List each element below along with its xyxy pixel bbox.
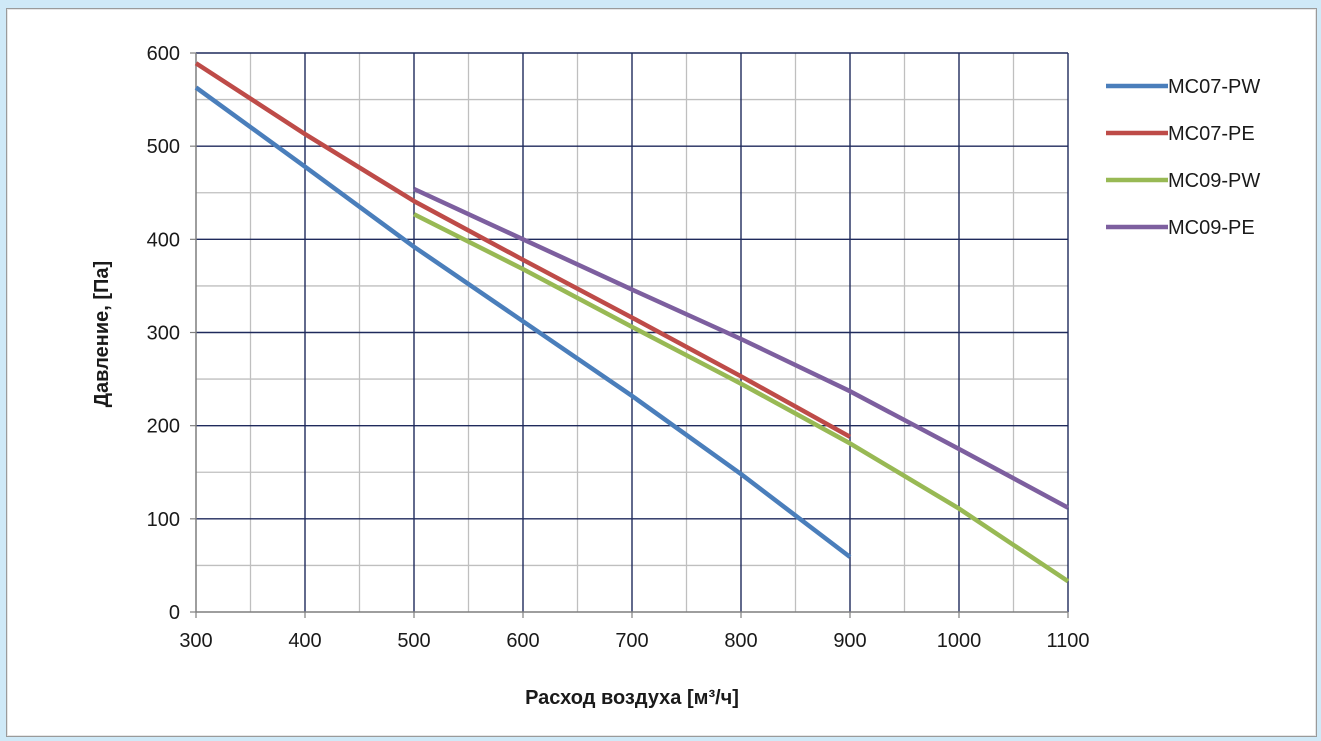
major-gridlines <box>196 52 1069 612</box>
series-lines <box>194 61 1070 584</box>
y-tick-label: 400 <box>147 229 180 251</box>
legend-label: MC07-PW <box>1168 76 1260 98</box>
y-tick-label: 600 <box>147 43 180 65</box>
legend-label: MC09-PE <box>1168 217 1255 239</box>
chart-frame <box>6 8 1317 737</box>
legend: MC07-PW MC07-PE MC09-PW MC09-PE <box>1106 76 1260 239</box>
x-tick-label: 1100 <box>1046 630 1089 652</box>
series-line-mc07-pw <box>194 85 852 559</box>
series-line-mc09-pe <box>413 186 1070 510</box>
x-tick-label: 400 <box>288 630 321 652</box>
y-tick-label: 0 <box>169 602 180 624</box>
x-tick-label: 500 <box>397 630 430 652</box>
y-tick-label: 300 <box>147 323 180 345</box>
x-tick-label: 700 <box>615 630 648 652</box>
y-tick-label: 500 <box>147 136 180 158</box>
series-line-mc09-pw <box>412 212 1070 584</box>
x-axis-title: Расход воздуха [м³/ч] <box>525 687 739 709</box>
y-axis-title: Давление, [Па] <box>91 261 113 407</box>
x-tick-label: 1000 <box>937 630 982 652</box>
x-tick-label: 800 <box>724 630 757 652</box>
x-tick-labels: 300 400 500 600 700 800 900 1000 1100 <box>179 630 1089 652</box>
x-tick-label: 300 <box>179 630 212 652</box>
legend-label: MC07-PE <box>1168 123 1255 145</box>
y-tick-label: 200 <box>147 416 180 438</box>
x-tick-label: 900 <box>833 630 866 652</box>
y-tick-labels: 0 100 200 300 400 500 600 <box>147 43 180 624</box>
legend-label: MC09-PW <box>1168 170 1260 192</box>
series-line-mc07-pe <box>194 61 852 439</box>
x-tick-label: 600 <box>506 630 539 652</box>
y-tick-label: 100 <box>147 509 180 531</box>
axes <box>190 52 1069 618</box>
